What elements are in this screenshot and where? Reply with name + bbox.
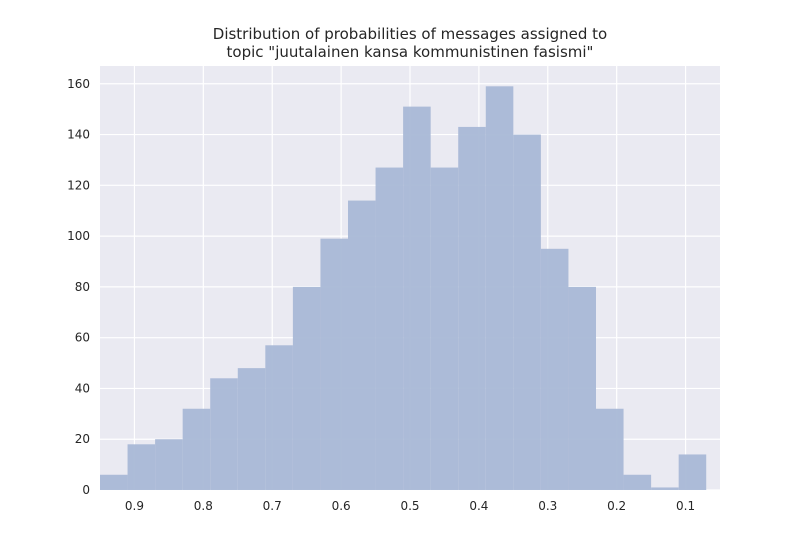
- y-tick-label: 120: [67, 178, 90, 192]
- y-tick-label: 80: [75, 280, 90, 294]
- x-tick-label: 0.6: [332, 499, 351, 513]
- histogram-bar-10: [375, 167, 404, 490]
- chart-title-line-1: Distribution of probabilities of message…: [213, 25, 607, 43]
- histogram-bar-19: [623, 474, 652, 490]
- histogram-bar-16: [540, 248, 569, 490]
- y-tick-label: 140: [67, 128, 90, 142]
- histogram-bar-21: [678, 454, 707, 490]
- x-tick-label: 0.3: [538, 499, 557, 513]
- histogram-bar-3: [182, 408, 211, 490]
- histogram-bar-20: [651, 487, 679, 490]
- y-tick-label: 60: [75, 331, 90, 345]
- y-tick-label: 40: [75, 381, 90, 395]
- histogram-bar-7: [292, 286, 321, 490]
- histogram-bar-18: [596, 408, 624, 490]
- histogram-bar-4: [210, 378, 238, 490]
- histogram-bar-14: [485, 86, 514, 491]
- x-axis-ticks: 0.9 0.8 0.7 0.6 0.5 0.4 0.3 0.2 0.1: [125, 499, 695, 513]
- histogram-bar-8: [320, 238, 348, 490]
- x-tick-label: 0.5: [400, 499, 419, 513]
- histogram-bars: [100, 86, 707, 491]
- x-tick-label: 0.7: [263, 499, 282, 513]
- histogram-bar-13: [458, 126, 486, 490]
- histogram-bar-9: [348, 200, 376, 491]
- histogram-bar-5: [237, 368, 266, 490]
- y-axis-ticks: 0 20 40 60 80 100 120 140 160: [67, 77, 90, 497]
- histogram-bar-17: [568, 286, 596, 490]
- x-tick-label: 0.1: [676, 499, 695, 513]
- histogram-bar-0: [100, 474, 128, 490]
- x-tick-label: 0.9: [125, 499, 144, 513]
- histogram-bar-1: [127, 444, 156, 490]
- chart-title-line-2: topic "juutalainen kansa kommunistinen f…: [227, 43, 594, 61]
- y-tick-label: 20: [75, 432, 90, 446]
- histogram-bar-2: [155, 439, 183, 490]
- x-tick-label: 0.8: [194, 499, 213, 513]
- histogram-bar-11: [403, 106, 431, 491]
- x-tick-label: 0.2: [607, 499, 626, 513]
- histogram-bar-12: [430, 167, 459, 490]
- y-tick-label: 100: [67, 229, 90, 243]
- x-tick-label: 0.4: [469, 499, 488, 513]
- histogram-bar-15: [513, 134, 541, 490]
- histogram-bar-6: [265, 345, 293, 490]
- y-tick-label: 0: [82, 483, 90, 497]
- y-tick-label: 160: [67, 77, 90, 91]
